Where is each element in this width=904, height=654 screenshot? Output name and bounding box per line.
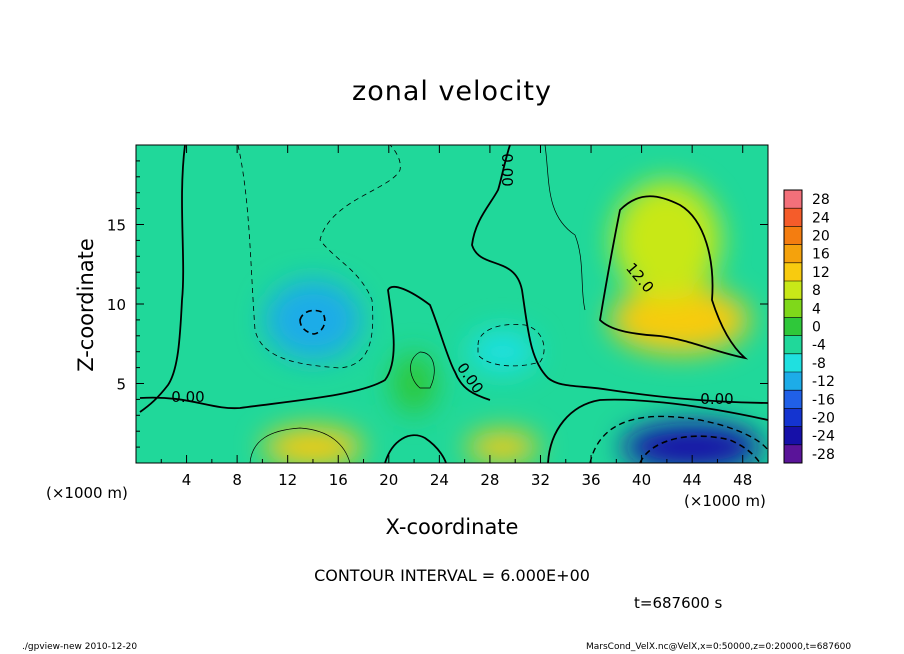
colorbar-label: -4 bbox=[812, 338, 826, 354]
footer-right-text: MarsCond_VelX.nc@VelX,x=0:50000,z=0:2000… bbox=[586, 642, 852, 652]
x-tick-label: 20 bbox=[379, 471, 398, 489]
colorbar-label: 4 bbox=[812, 301, 821, 317]
field-feature bbox=[612, 180, 721, 301]
field-feature bbox=[264, 279, 361, 360]
contour-label: 0.00 bbox=[700, 390, 733, 408]
colorbar-swatch bbox=[784, 390, 802, 409]
x-tick-label: 48 bbox=[733, 471, 752, 489]
y-tick-label: 15 bbox=[107, 217, 126, 235]
colorbar-label: 20 bbox=[812, 229, 830, 245]
colorbar-swatch bbox=[784, 372, 802, 391]
contour-line bbox=[299, 309, 326, 335]
x-axis-label: X-coordinate bbox=[385, 515, 519, 539]
contour-line bbox=[384, 434, 447, 463]
contour-label: 0.00 bbox=[171, 388, 204, 406]
colorbar-swatch bbox=[784, 208, 802, 227]
colorbar-label: -20 bbox=[812, 411, 835, 427]
contour-line bbox=[589, 415, 768, 463]
time-label: t=687600 s bbox=[634, 594, 723, 612]
field-feature bbox=[466, 431, 539, 463]
field-feature bbox=[392, 353, 437, 414]
contour-line bbox=[639, 435, 761, 463]
colorbar-label: 28 bbox=[812, 192, 830, 208]
x-tick-label: 12 bbox=[278, 471, 297, 489]
colorbar-label: -8 bbox=[812, 356, 826, 372]
contour-line bbox=[547, 398, 768, 463]
colorbar-label: -28 bbox=[812, 447, 835, 463]
contour-interval-label: CONTOUR INTERVAL = 6.000E+00 bbox=[314, 566, 590, 585]
y-axis-label: Z-coordinate bbox=[74, 238, 98, 372]
footer-left-text: ./gpview-new 2010-12-20 bbox=[22, 642, 138, 652]
colorbar-swatch bbox=[784, 262, 802, 281]
x-tick-label: 44 bbox=[683, 471, 702, 489]
colorbar-swatch bbox=[784, 408, 802, 427]
x-tick-label: 8 bbox=[232, 471, 242, 489]
colorbar-frame bbox=[783, 189, 803, 464]
colorbar-swatch bbox=[784, 335, 802, 354]
colorbar-label: 8 bbox=[812, 283, 821, 299]
y-tick-label: 10 bbox=[107, 296, 126, 314]
colorbar-swatch bbox=[784, 353, 802, 372]
colorbar-swatch bbox=[784, 426, 802, 445]
contour-line bbox=[139, 285, 491, 410]
colorbar-label: -16 bbox=[812, 392, 835, 408]
colorbar-swatch bbox=[784, 190, 802, 209]
field-feature bbox=[262, 427, 363, 463]
contour-line bbox=[599, 195, 749, 360]
colorbar-swatch bbox=[784, 226, 802, 245]
colorbar-label: -24 bbox=[812, 429, 835, 445]
colorbar-label: -12 bbox=[812, 374, 835, 390]
x-tick-label: 28 bbox=[480, 471, 499, 489]
colorbar: 28 24 20 16 12 8 4 0 -4 -8 -12 -16 -20 -24 -28 bbox=[783, 189, 835, 464]
colorbar-label: 24 bbox=[812, 210, 830, 226]
contour-label: 0.00 bbox=[498, 153, 516, 186]
colorbar-label: 0 bbox=[812, 320, 821, 336]
field-feature bbox=[622, 423, 763, 463]
x-unit-label-left: (×1000 m) bbox=[46, 484, 128, 502]
y-tick-label: 5 bbox=[116, 376, 126, 394]
colorbar-label: 16 bbox=[812, 247, 830, 263]
colorbar-swatch bbox=[784, 299, 802, 318]
chart-title: zonal velocity bbox=[352, 76, 552, 107]
x-tick-label: 32 bbox=[531, 471, 550, 489]
x-tick-label: 24 bbox=[430, 471, 449, 489]
x-unit-label-right: (×1000 m) bbox=[684, 492, 766, 510]
x-tick-label: 4 bbox=[182, 471, 192, 489]
x-tick-label: 36 bbox=[581, 471, 600, 489]
contour-line bbox=[410, 351, 435, 389]
colorbar-swatch bbox=[784, 281, 802, 300]
plot-area bbox=[136, 145, 768, 463]
colorbar-label: 12 bbox=[812, 265, 830, 281]
colorbar-swatch bbox=[784, 244, 802, 263]
colorbar-swatch bbox=[784, 317, 802, 336]
contour-line bbox=[477, 323, 545, 367]
x-tick-label: 40 bbox=[632, 471, 651, 489]
contour-line bbox=[237, 145, 401, 369]
contour-line bbox=[471, 145, 768, 404]
contour-line bbox=[249, 427, 351, 463]
field-feature bbox=[609, 285, 750, 354]
field-feature bbox=[468, 329, 537, 374]
x-tick-label: 16 bbox=[329, 471, 348, 489]
contour-line bbox=[544, 145, 586, 311]
colorbar-swatch bbox=[784, 444, 802, 463]
